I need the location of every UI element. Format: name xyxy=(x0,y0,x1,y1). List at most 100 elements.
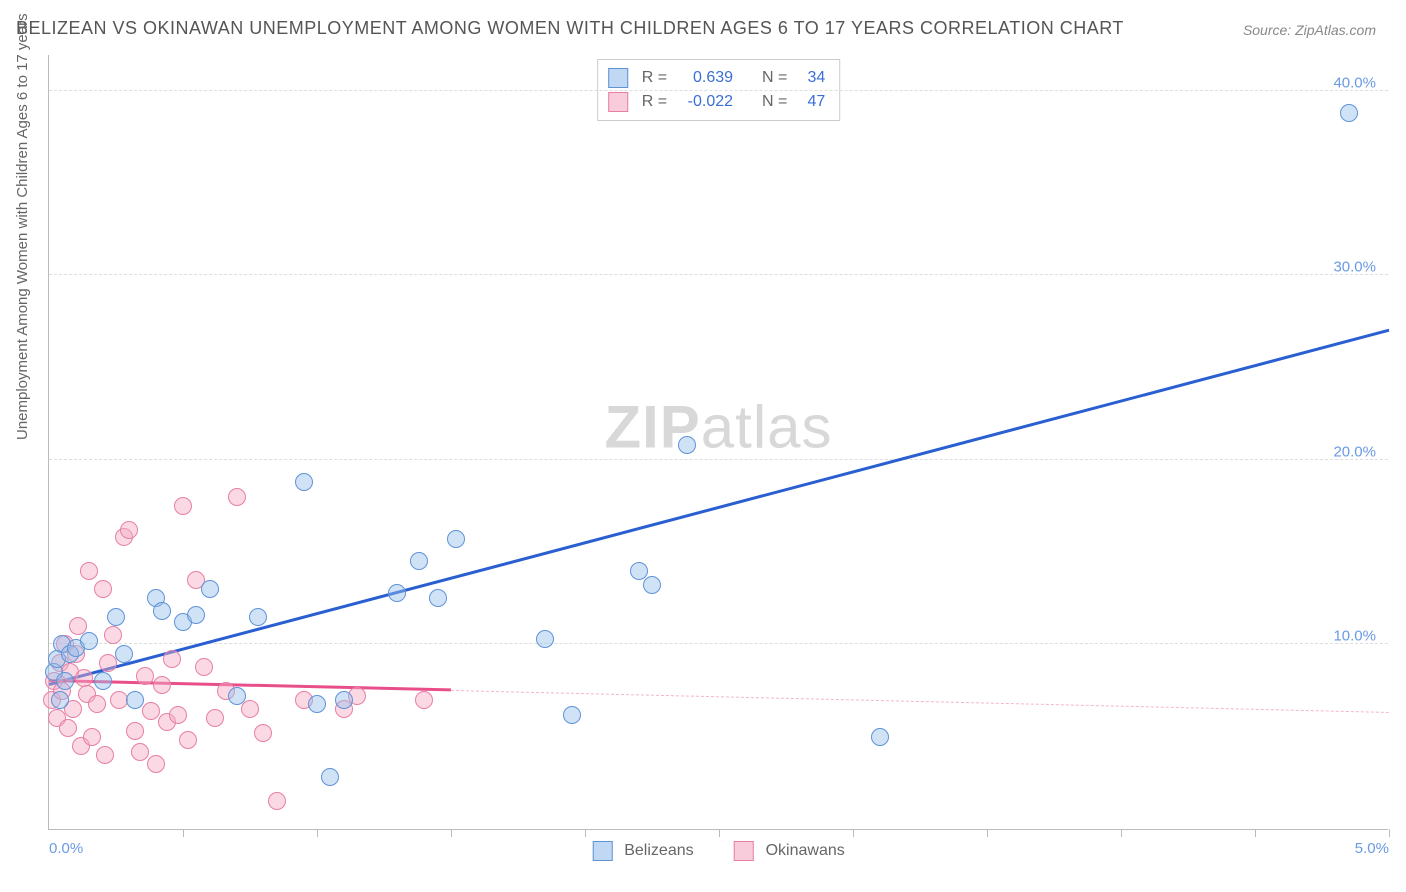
x-tick xyxy=(853,829,854,837)
data-point-okinawans xyxy=(88,695,106,713)
data-point-okinawans xyxy=(75,669,93,687)
data-point-belizeans xyxy=(563,706,581,724)
chip-okinawans-icon xyxy=(734,841,754,861)
data-point-okinawans xyxy=(83,728,101,746)
legend-item-okinawans: Okinawans xyxy=(734,841,845,861)
x-tick xyxy=(1255,829,1256,837)
data-point-okinawans xyxy=(59,719,77,737)
x-tick-label: 0.0% xyxy=(49,840,83,857)
data-point-belizeans xyxy=(447,530,465,548)
data-point-belizeans xyxy=(80,632,98,650)
chip-belizeans-icon xyxy=(592,841,612,861)
data-point-okinawans xyxy=(120,521,138,539)
x-tick xyxy=(1121,829,1122,837)
data-point-belizeans xyxy=(678,436,696,454)
data-point-okinawans xyxy=(99,654,117,672)
bottom-legend: Belizeans Okinawans xyxy=(592,841,845,861)
data-point-okinawans xyxy=(268,792,286,810)
data-point-okinawans xyxy=(142,702,160,720)
stat-r-label: R = xyxy=(642,66,667,90)
stat-r-okinawans: -0.022 xyxy=(677,90,733,114)
data-point-okinawans xyxy=(94,580,112,598)
x-tick xyxy=(585,829,586,837)
data-point-okinawans xyxy=(126,722,144,740)
scatter-plot: ZIPatlas R = 0.639 N = 34 R = -0.022 N =… xyxy=(48,55,1388,830)
data-point-okinawans xyxy=(131,743,149,761)
chip-okinawans-icon xyxy=(608,92,628,112)
data-point-okinawans xyxy=(415,691,433,709)
watermark-light: atlas xyxy=(701,393,833,460)
data-point-belizeans xyxy=(228,687,246,705)
data-point-belizeans xyxy=(643,576,661,594)
data-point-okinawans xyxy=(147,755,165,773)
data-point-okinawans xyxy=(96,746,114,764)
data-point-belizeans xyxy=(187,606,205,624)
data-point-okinawans xyxy=(153,676,171,694)
data-point-belizeans xyxy=(153,602,171,620)
data-point-belizeans xyxy=(51,691,69,709)
chart-title: BELIZEAN VS OKINAWAN UNEMPLOYMENT AMONG … xyxy=(16,18,1124,39)
data-point-belizeans xyxy=(107,608,125,626)
data-point-okinawans xyxy=(179,731,197,749)
data-point-okinawans xyxy=(195,658,213,676)
legend-item-belizeans: Belizeans xyxy=(592,841,693,861)
data-point-okinawans xyxy=(206,709,224,727)
stat-n-belizeans: 34 xyxy=(797,66,825,90)
stats-row-okinawans: R = -0.022 N = 47 xyxy=(608,90,826,114)
data-point-belizeans xyxy=(536,630,554,648)
data-point-belizeans xyxy=(115,645,133,663)
data-point-belizeans xyxy=(429,589,447,607)
stat-n-okinawans: 47 xyxy=(797,90,825,114)
stat-r-label: R = xyxy=(642,90,667,114)
data-point-okinawans xyxy=(80,562,98,580)
legend-label-belizeans: Belizeans xyxy=(624,842,693,860)
data-point-okinawans xyxy=(169,706,187,724)
data-point-belizeans xyxy=(321,768,339,786)
legend-label-okinawans: Okinawans xyxy=(766,842,845,860)
x-tick xyxy=(987,829,988,837)
source-label: Source: ZipAtlas.com xyxy=(1243,22,1376,38)
stat-n-label: N = xyxy=(762,90,787,114)
data-point-okinawans xyxy=(163,650,181,668)
stat-r-belizeans: 0.639 xyxy=(677,66,733,90)
data-point-belizeans xyxy=(1340,104,1358,122)
gridline-h xyxy=(49,90,1388,91)
data-point-okinawans xyxy=(174,497,192,515)
y-tick-label: 10.0% xyxy=(1333,628,1376,645)
x-tick xyxy=(719,829,720,837)
data-point-belizeans xyxy=(295,473,313,491)
x-tick xyxy=(183,829,184,837)
y-tick-label: 20.0% xyxy=(1333,443,1376,460)
y-tick-label: 40.0% xyxy=(1333,74,1376,91)
data-point-belizeans xyxy=(630,562,648,580)
watermark: ZIPatlas xyxy=(604,392,832,461)
y-axis-label: Unemployment Among Women with Children A… xyxy=(14,13,31,440)
trend-line-belizeans xyxy=(49,328,1390,685)
gridline-h xyxy=(49,643,1388,644)
trend-line-okinawans xyxy=(451,690,1389,713)
data-point-belizeans xyxy=(94,672,112,690)
data-point-belizeans xyxy=(410,552,428,570)
data-point-okinawans xyxy=(228,488,246,506)
data-point-belizeans xyxy=(388,584,406,602)
data-point-belizeans xyxy=(308,695,326,713)
data-point-belizeans xyxy=(126,691,144,709)
data-point-okinawans xyxy=(241,700,259,718)
gridline-h xyxy=(49,459,1388,460)
stat-n-label: N = xyxy=(762,66,787,90)
y-tick-label: 30.0% xyxy=(1333,259,1376,276)
data-point-belizeans xyxy=(249,608,267,626)
stats-row-belizeans: R = 0.639 N = 34 xyxy=(608,66,826,90)
gridline-h xyxy=(49,274,1388,275)
x-tick xyxy=(1389,829,1390,837)
x-tick xyxy=(317,829,318,837)
x-tick xyxy=(451,829,452,837)
data-point-belizeans xyxy=(335,691,353,709)
data-point-okinawans xyxy=(254,724,272,742)
chip-belizeans-icon xyxy=(608,68,628,88)
data-point-belizeans xyxy=(56,672,74,690)
data-point-okinawans xyxy=(104,626,122,644)
data-point-belizeans xyxy=(871,728,889,746)
x-tick-label: 5.0% xyxy=(1355,840,1389,857)
data-point-belizeans xyxy=(201,580,219,598)
